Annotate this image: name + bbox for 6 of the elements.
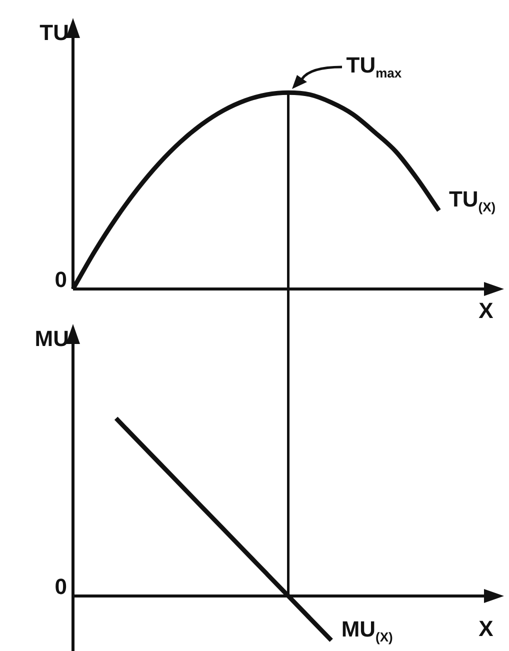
x-axis-title: X bbox=[478, 616, 494, 641]
y-axis-title: TU bbox=[40, 20, 69, 45]
x-axis-title: X bbox=[478, 298, 494, 323]
text: 0 bbox=[54, 267, 68, 292]
y-axis-title: MU bbox=[34, 326, 70, 351]
text: 0 bbox=[54, 574, 68, 599]
